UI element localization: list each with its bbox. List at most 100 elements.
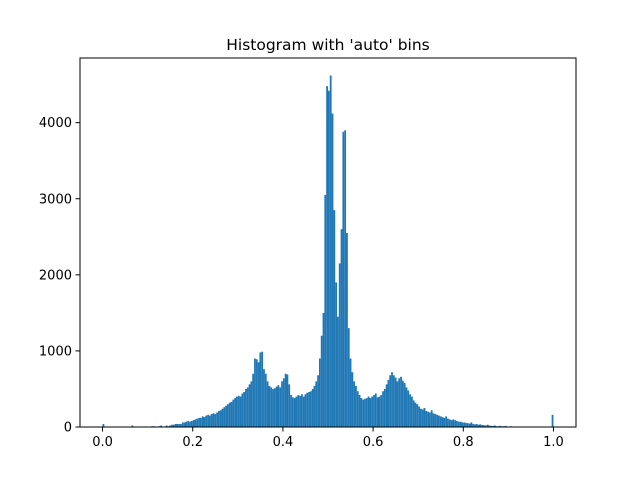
- histogram-bar: [243, 392, 246, 427]
- histogram-bar: [419, 408, 422, 427]
- histogram-bar: [320, 335, 323, 427]
- histogram-bar: [205, 415, 208, 427]
- histogram-bar: [246, 387, 249, 427]
- histogram-bar: [257, 362, 260, 427]
- histogram-bar: [223, 407, 226, 427]
- histogram-bar: [210, 414, 213, 427]
- histogram-bar: [174, 423, 177, 427]
- histogram-bar: [245, 388, 247, 427]
- histogram-bar: [214, 414, 217, 427]
- histogram-bar: [394, 377, 397, 427]
- histogram-bar: [457, 421, 460, 427]
- histogram-bar: [450, 420, 453, 427]
- histogram-bar: [237, 395, 240, 427]
- histogram-bar: [429, 412, 431, 427]
- histogram-bar: [261, 351, 264, 427]
- y-tick-label: 1000: [39, 344, 72, 359]
- histogram-bar: [425, 411, 428, 427]
- histogram-bar: [254, 358, 256, 427]
- histogram-bar: [486, 424, 489, 427]
- histogram-bar: [236, 396, 238, 427]
- histogram-bar: [481, 425, 484, 427]
- histogram-bar: [259, 352, 262, 427]
- y-tick-label: 3000: [39, 192, 72, 207]
- histogram-bar: [472, 423, 475, 427]
- histogram-bar: [407, 390, 410, 427]
- histogram-bar: [293, 398, 296, 427]
- histogram-bar: [281, 381, 283, 427]
- histogram-bar: [329, 75, 332, 427]
- y-axis-ticks: 0 1000 2000 3000 4000: [39, 116, 80, 436]
- x-tick-label: 0.0: [92, 435, 113, 450]
- histogram-bar: [504, 425, 507, 427]
- histogram-bar: [355, 385, 357, 427]
- histogram-bar: [418, 406, 420, 427]
- histogram-bar: [309, 391, 312, 427]
- histogram-bar: [194, 419, 197, 427]
- x-axis-ticks: 0.0 0.2 0.4 0.6 0.8 1.0: [92, 427, 564, 450]
- histogram-bar: [196, 418, 199, 427]
- histogram-bar: [346, 232, 348, 427]
- histogram-bar: [284, 373, 287, 427]
- histogram-bar: [248, 384, 251, 427]
- histogram-bar: [266, 381, 269, 427]
- histogram-bar: [477, 424, 480, 427]
- histogram-bar: [454, 420, 457, 427]
- histogram-bar: [427, 411, 429, 427]
- histogram-bar: [448, 419, 451, 427]
- histogram-bar: [198, 417, 200, 427]
- histogram-bar: [290, 395, 292, 427]
- histogram-bar: [313, 385, 316, 427]
- histogram-bar: [492, 425, 494, 427]
- histogram-bar: [373, 395, 375, 427]
- histogram-bar: [308, 392, 310, 427]
- histogram-bar: [362, 399, 365, 427]
- histogram-bar: [190, 420, 193, 427]
- histogram-bar: [389, 375, 392, 427]
- histogram-bar: [396, 381, 399, 427]
- histogram-bar: [353, 381, 356, 427]
- histogram-bar: [439, 416, 442, 427]
- histogram-bar: [228, 402, 231, 427]
- histogram-bar: [275, 386, 278, 427]
- histogram-bar: [479, 424, 482, 427]
- histogram-bar: [351, 372, 354, 427]
- histogram-bar: [374, 393, 377, 427]
- histogram-bar: [225, 405, 227, 427]
- histogram-bar: [171, 424, 173, 427]
- histogram-bar: [456, 420, 458, 427]
- histogram-bar: [306, 392, 309, 427]
- histogram-bar: [315, 381, 318, 427]
- histogram-bar: [328, 90, 330, 427]
- x-tick-label: 1.0: [543, 435, 564, 450]
- x-tick-label: 0.6: [363, 435, 384, 450]
- histogram-bar: [255, 359, 258, 427]
- histogram-bar: [369, 398, 372, 427]
- histogram-bar: [279, 387, 282, 427]
- histogram-bar: [364, 398, 366, 427]
- histogram-bar: [263, 369, 265, 427]
- histogram-bar: [488, 425, 491, 427]
- histogram-bar: [230, 401, 233, 427]
- plot-area-frame: [79, 57, 577, 428]
- histogram-bar: [461, 422, 464, 427]
- histogram-bar: [273, 388, 276, 427]
- histogram-bar: [434, 414, 437, 427]
- histogram-bar: [468, 423, 471, 427]
- histogram-bar: [403, 382, 406, 427]
- histogram-bar: [219, 410, 222, 427]
- histogram-bar: [180, 423, 182, 427]
- histogram-bar: [421, 409, 424, 427]
- histogram-bar: [326, 86, 328, 428]
- histogram-bar: [203, 417, 206, 427]
- histogram-bar: [356, 391, 359, 427]
- histogram-bar: [234, 398, 237, 427]
- histogram-bar: [176, 423, 179, 427]
- histogram-bar: [189, 421, 191, 427]
- histogram-bar: [208, 415, 211, 427]
- histogram-bar: [250, 381, 253, 427]
- histogram-bar: [216, 412, 218, 427]
- histogram-bar: [322, 312, 325, 427]
- histogram-bar: [172, 424, 175, 427]
- histogram-bar: [493, 425, 496, 427]
